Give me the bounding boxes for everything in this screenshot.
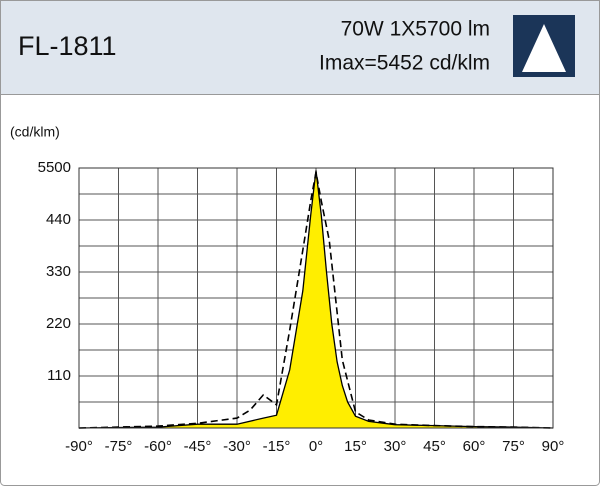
x-tick-label: -15°	[263, 438, 291, 455]
x-tick-label: -90°	[65, 438, 93, 455]
y-axis-label: (cd/klm)	[10, 124, 60, 140]
logo-triangle	[522, 24, 566, 72]
x-tick-label: -75°	[105, 438, 133, 455]
y-tick-label: 330	[46, 263, 71, 280]
curve	[78, 170, 554, 429]
x-tick-label: 75°	[502, 438, 525, 455]
x-tick-label: 60°	[463, 438, 486, 455]
curve	[78, 172, 554, 429]
plot-frame	[78, 167, 554, 429]
x-tick-label: 30°	[384, 438, 407, 455]
y-tick-label: 5500	[38, 159, 71, 176]
y-tick-label: 440	[46, 211, 71, 228]
x-tick-label: 0°	[309, 438, 323, 455]
x-tick-label: -30°	[223, 438, 251, 455]
x-tick-label: -45°	[184, 438, 212, 455]
imax-text: Imax=5452 cd/klm	[319, 52, 490, 75]
x-tick-label: -60°	[144, 438, 172, 455]
power-text: 70W 1X5700 lm	[341, 18, 490, 41]
header-band	[0, 0, 600, 95]
x-tick-label: 90°	[542, 438, 565, 455]
x-tick-label: 15°	[344, 438, 367, 455]
y-tick-label: 220	[46, 315, 71, 332]
x-tick-label: 45°	[423, 438, 446, 455]
model-title: FL-1811	[18, 31, 117, 61]
y-tick-label: 110	[47, 367, 71, 384]
